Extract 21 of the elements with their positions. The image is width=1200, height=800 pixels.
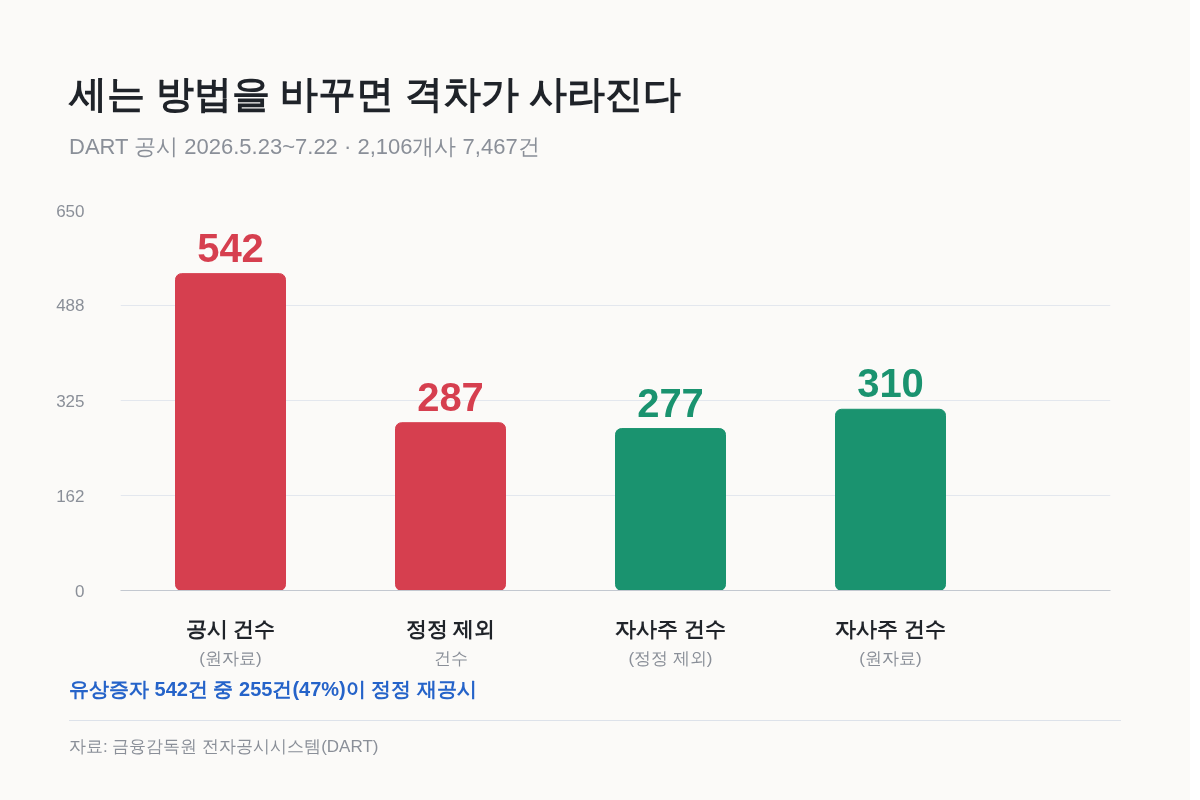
bar bbox=[615, 428, 726, 591]
data-label: 542 bbox=[197, 225, 264, 270]
text: 유상증자 542건 중 255건(47%)이 정정 재공시 bbox=[69, 677, 478, 702]
data-label: 287 bbox=[417, 374, 484, 419]
chart-subtitle: DART 공시 2026.5.23~7.22 · 2,106개사 7,467건 bbox=[69, 133, 541, 162]
y-tick-label: 488 bbox=[56, 296, 85, 316]
category-label: 자사주 건수 (정정 제외) bbox=[615, 616, 726, 668]
bar bbox=[835, 408, 946, 591]
y-tick-label: 325 bbox=[56, 391, 85, 411]
y-tick-label: 162 bbox=[56, 486, 85, 506]
data-label: 310 bbox=[857, 361, 924, 406]
y-tick-label: 650 bbox=[56, 201, 85, 221]
text: 자료: 금융감독원 전자공시시스템(DART) bbox=[69, 735, 380, 758]
category-label: 정정 제외 건수 bbox=[405, 616, 496, 668]
bar bbox=[175, 273, 286, 591]
category-label: 자사주 건수 (원자료) bbox=[835, 616, 946, 668]
chart-title: 세는 방법을 바꾸면 격차가 사라진다 bbox=[69, 72, 683, 117]
category-label: 공시 건수 (원자료) bbox=[185, 616, 276, 668]
data-label: 277 bbox=[637, 380, 704, 425]
y-tick-label: 0 bbox=[75, 581, 85, 601]
bar bbox=[395, 422, 506, 591]
